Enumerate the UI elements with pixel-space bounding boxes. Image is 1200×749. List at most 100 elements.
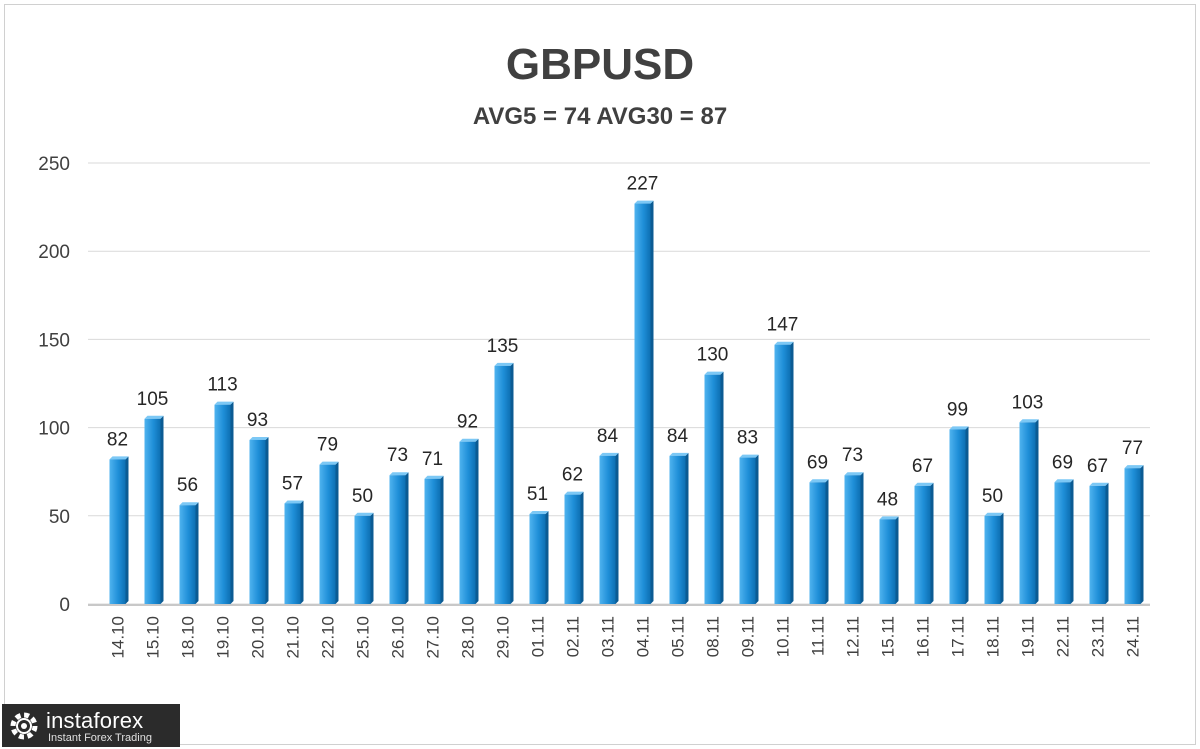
data-label: 69 [807,452,828,473]
bar [704,371,724,604]
x-tick-label: 18.11 [984,616,1003,657]
bar [179,502,199,604]
bar-side [1070,479,1074,604]
bar-front [774,344,791,604]
data-label: 50 [352,486,373,507]
x-tick-label: 03.11 [599,616,618,657]
bar-side [1000,512,1004,604]
bar-top [494,362,514,366]
data-label: 113 [207,375,237,396]
bar-top [389,472,409,476]
bar-front [144,418,161,604]
bar-side [615,452,619,604]
bar-side [440,475,444,604]
instaforex-logo: instaforex Instant Forex Trading [2,704,180,747]
x-tick-label: 10.11 [774,616,793,657]
x-tick-label: 28.10 [459,616,478,659]
bar-front [984,515,1001,604]
bar-top [109,456,129,460]
bar [389,472,409,604]
bar [564,491,584,604]
bar-top [284,500,304,504]
bar [634,200,654,604]
bar-side [265,436,269,604]
bar-top [809,479,829,483]
data-label: 51 [527,484,548,505]
bar-front [424,478,441,604]
bar-side [1105,482,1109,604]
bar [669,452,689,604]
y-axis-ticks: 0 50 100 150 200 250 [38,154,70,616]
x-tick-label: 21.10 [284,616,303,659]
x-tick-label: 27.10 [424,616,443,659]
bars [109,200,1144,604]
x-tick-label: 18.10 [179,616,198,659]
bar-side [335,461,339,604]
bar-front [1054,482,1071,604]
chart-frame [4,4,1196,745]
bar-top [914,482,934,486]
x-tick-label: 25.10 [354,616,373,659]
bar [424,475,444,604]
x-tick-label: 22.11 [1054,616,1073,657]
x-tick-label: 12.11 [844,616,863,657]
bar-front [389,475,406,604]
bar [914,482,934,604]
x-tick-label: 19.10 [214,616,233,659]
logo-tagline: Instant Forex Trading [48,732,152,744]
bar-top [879,516,899,520]
bar-side [125,456,129,604]
data-labels: 82 105 56 113 93 57 79 50 73 71 92 135 51 62 84 227 84 13… [107,174,1143,511]
data-label: 77 [1122,438,1143,459]
bar-front [669,455,686,604]
data-label: 105 [137,389,169,410]
bar-top [844,472,864,476]
bar [459,438,479,604]
bar-side [965,426,969,604]
bar-side [720,371,724,604]
data-label: 84 [667,426,689,447]
bar-front [949,429,966,604]
data-label: 73 [842,445,863,466]
bar-side [825,479,829,604]
bar-front [1124,468,1141,604]
data-label: 62 [562,465,583,486]
bar-top [634,200,654,204]
bar-side [510,362,514,604]
bar-side [300,500,304,604]
bar [494,362,514,604]
bar [1054,479,1074,604]
bar-side [930,482,934,604]
bar-top [984,512,1004,516]
bar [144,415,164,604]
x-tick-label: 05.11 [669,616,688,657]
bar-side [580,491,584,604]
bar-top [599,452,619,456]
grid-lines [88,162,1150,606]
x-tick-label: 22.10 [319,616,338,659]
bar-front [179,505,196,604]
bar-front [564,494,581,604]
bar-top [249,436,269,440]
bar-front [704,374,721,604]
bar-front [914,485,931,604]
x-tick-label: 16.11 [914,616,933,657]
data-label: 92 [457,412,478,433]
bar [879,516,899,604]
bar-front [1089,485,1106,604]
data-label: 50 [982,486,1003,507]
bar [529,511,549,604]
bar [249,436,269,604]
bar [599,452,619,604]
bar [214,401,234,604]
data-label: 69 [1052,452,1073,473]
bar-top [144,415,164,419]
bar [844,472,864,604]
data-label: 227 [627,174,659,195]
bar [354,512,374,604]
bar-side [475,438,479,604]
x-tick-label: 20.10 [249,616,268,659]
bar-side [160,415,164,604]
x-tick-label: 17.11 [949,616,968,657]
bar-side [1035,419,1039,604]
